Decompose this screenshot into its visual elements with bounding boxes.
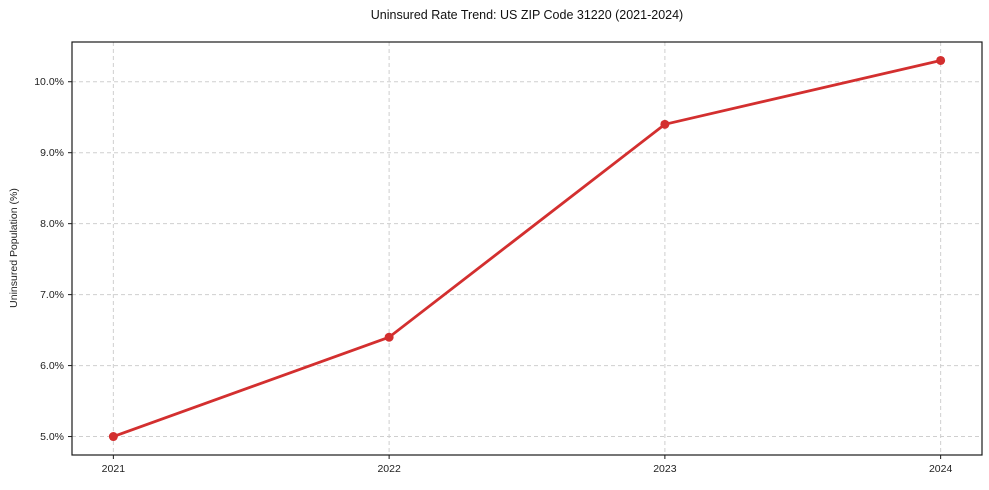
plot-border (71, 41, 983, 456)
y-tick-label: 7.0% (40, 289, 64, 301)
x-tick-label: 2023 (653, 463, 677, 475)
data-point-marker (108, 432, 118, 442)
x-tick-label: 2024 (929, 463, 953, 475)
y-tick-label: 9.0% (40, 147, 64, 159)
y-tick-label: 5.0% (40, 431, 64, 443)
data-point-marker (936, 55, 946, 65)
data-point-marker (384, 332, 394, 342)
data-point-marker (660, 119, 670, 129)
y-tick-label: 6.0% (40, 360, 64, 372)
x-tick-label: 2022 (377, 463, 401, 475)
chart-title: Uninsured Rate Trend: US ZIP Code 31220 … (370, 8, 684, 22)
trend-line (111, 59, 943, 438)
x-tick-label: 2021 (102, 463, 126, 475)
y-tick-label: 10.0% (34, 76, 64, 88)
y-tick-label: 8.0% (40, 218, 64, 230)
